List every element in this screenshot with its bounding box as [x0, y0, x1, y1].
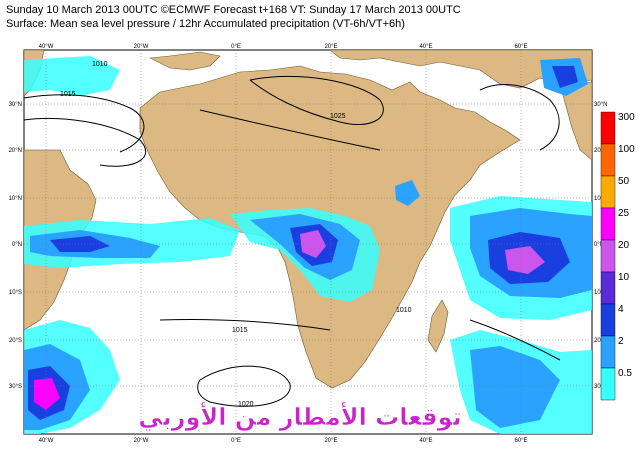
lon-tick-label: 40°W: [39, 438, 54, 444]
lat-tick-label: 20°N: [9, 148, 22, 154]
precip-heavy-atlantic: [50, 236, 110, 252]
madagascar-landmass: [427, 299, 449, 353]
lat-tick-label: 20°S: [9, 338, 22, 344]
isobar-line: [24, 117, 147, 167]
lat-tick-label: 10°N: [9, 196, 22, 202]
isobar-line: [469, 319, 561, 361]
lat-tick-label: 30°S: [9, 384, 22, 390]
isobar-label: 1015: [60, 91, 76, 98]
legend-swatch: [600, 143, 616, 177]
lon-tick-label: 20°E: [324, 44, 337, 50]
legend-swatch: [600, 367, 616, 401]
precip-cell-arabia-core: [552, 66, 578, 88]
graticule: [24, 50, 592, 434]
precip-legend: 300 100 50 25 20 10 4 2 0.5: [600, 111, 635, 401]
lat-tick-label: 30°N: [9, 102, 22, 108]
legend-swatch: [600, 239, 616, 273]
isobar-labels: 1015 1010 1025 1020 1015 1010: [60, 61, 412, 408]
legend-label: 50: [618, 176, 630, 187]
precip-zone-atlantic-north: [24, 56, 120, 96]
lat-labels-right: 30°N 20°N 10°N 0°N 10°S 20°S 30°S: [594, 102, 607, 390]
legend-label: 10: [618, 272, 630, 283]
legend-swatch: [600, 335, 616, 369]
precip-extreme-sw: [34, 378, 60, 410]
precip-cell-eastafrica: [395, 180, 420, 206]
lon-labels-bottom: 40°W 20°W 0°E 20°E 40°E 60°E: [39, 438, 528, 444]
lon-tick-label: 60°E: [514, 44, 527, 50]
isobar-label: 1020: [238, 401, 254, 408]
lon-tick-label: 60°E: [514, 438, 527, 444]
legend-swatch: [600, 111, 616, 145]
isobar-label: 1010: [396, 307, 412, 314]
isobar-label: 1015: [232, 327, 248, 334]
lon-tick-label: 0°E: [231, 44, 241, 50]
legend-label: 4: [618, 304, 624, 315]
lat-tick-label: 0°N: [12, 242, 22, 248]
legend-swatch: [600, 207, 616, 241]
isobar-label: 1010: [92, 61, 108, 68]
legend-label: 2: [618, 336, 624, 347]
precip-core-se: [470, 346, 560, 428]
lon-tick-label: 20°W: [134, 44, 149, 50]
header-subtitle: Surface: Mean sea level pressure / 12hr …: [6, 18, 405, 30]
lat-tick-label: 10°N: [594, 196, 607, 202]
isobar-layer: [24, 75, 561, 407]
isobar-line: [199, 109, 381, 151]
isobar-line: [159, 319, 331, 331]
isobar-line: [249, 75, 384, 126]
legend-swatch: [600, 271, 616, 305]
precip-layer: [24, 56, 592, 434]
lat-tick-label: 20°S: [594, 338, 607, 344]
legend-swatch: [600, 303, 616, 337]
lon-tick-label: 40°E: [419, 438, 432, 444]
lat-tick-label: 30°S: [594, 384, 607, 390]
isobar-line: [479, 84, 560, 151]
lon-tick-label: 0°E: [231, 438, 241, 444]
lat-tick-label: 0°N: [594, 242, 604, 248]
europe-landmass: [148, 51, 221, 71]
legend-label: 0.5: [618, 368, 632, 379]
isobar-label: 1025: [330, 113, 346, 120]
lat-tick-label: 10°S: [594, 290, 607, 296]
lat-labels-left: 30°N 20°N 10°N 0°N 10°S 20°S 30°S: [9, 102, 22, 390]
legend-label: 300: [618, 112, 635, 123]
eurasia-landmass: [329, 50, 592, 89]
isobar-line: [24, 94, 145, 153]
watermark-text: توقعات الأمطار من الأوربي: [138, 402, 461, 431]
legend-swatch: [600, 175, 616, 209]
isobar-line: [197, 365, 291, 407]
lat-tick-label: 10°S: [9, 290, 22, 296]
legend-label: 25: [618, 208, 630, 219]
legend-label: 100: [618, 144, 635, 155]
legend-label: 20: [618, 240, 630, 251]
lon-tick-label: 20°E: [324, 438, 337, 444]
lat-tick-label: 30°N: [594, 102, 607, 108]
lon-tick-label: 40°W: [39, 44, 54, 50]
lon-tick-label: 20°W: [134, 438, 149, 444]
lon-tick-label: 40°E: [419, 44, 432, 50]
lon-labels-top: 40°W 20°W 0°E 20°E 40°E 60°E: [39, 44, 528, 50]
header-title: Sunday 10 March 2013 00UTC ©ECMWF Foreca…: [6, 4, 461, 16]
lat-tick-label: 20°N: [594, 148, 607, 154]
precip-extreme-indian: [505, 246, 545, 274]
